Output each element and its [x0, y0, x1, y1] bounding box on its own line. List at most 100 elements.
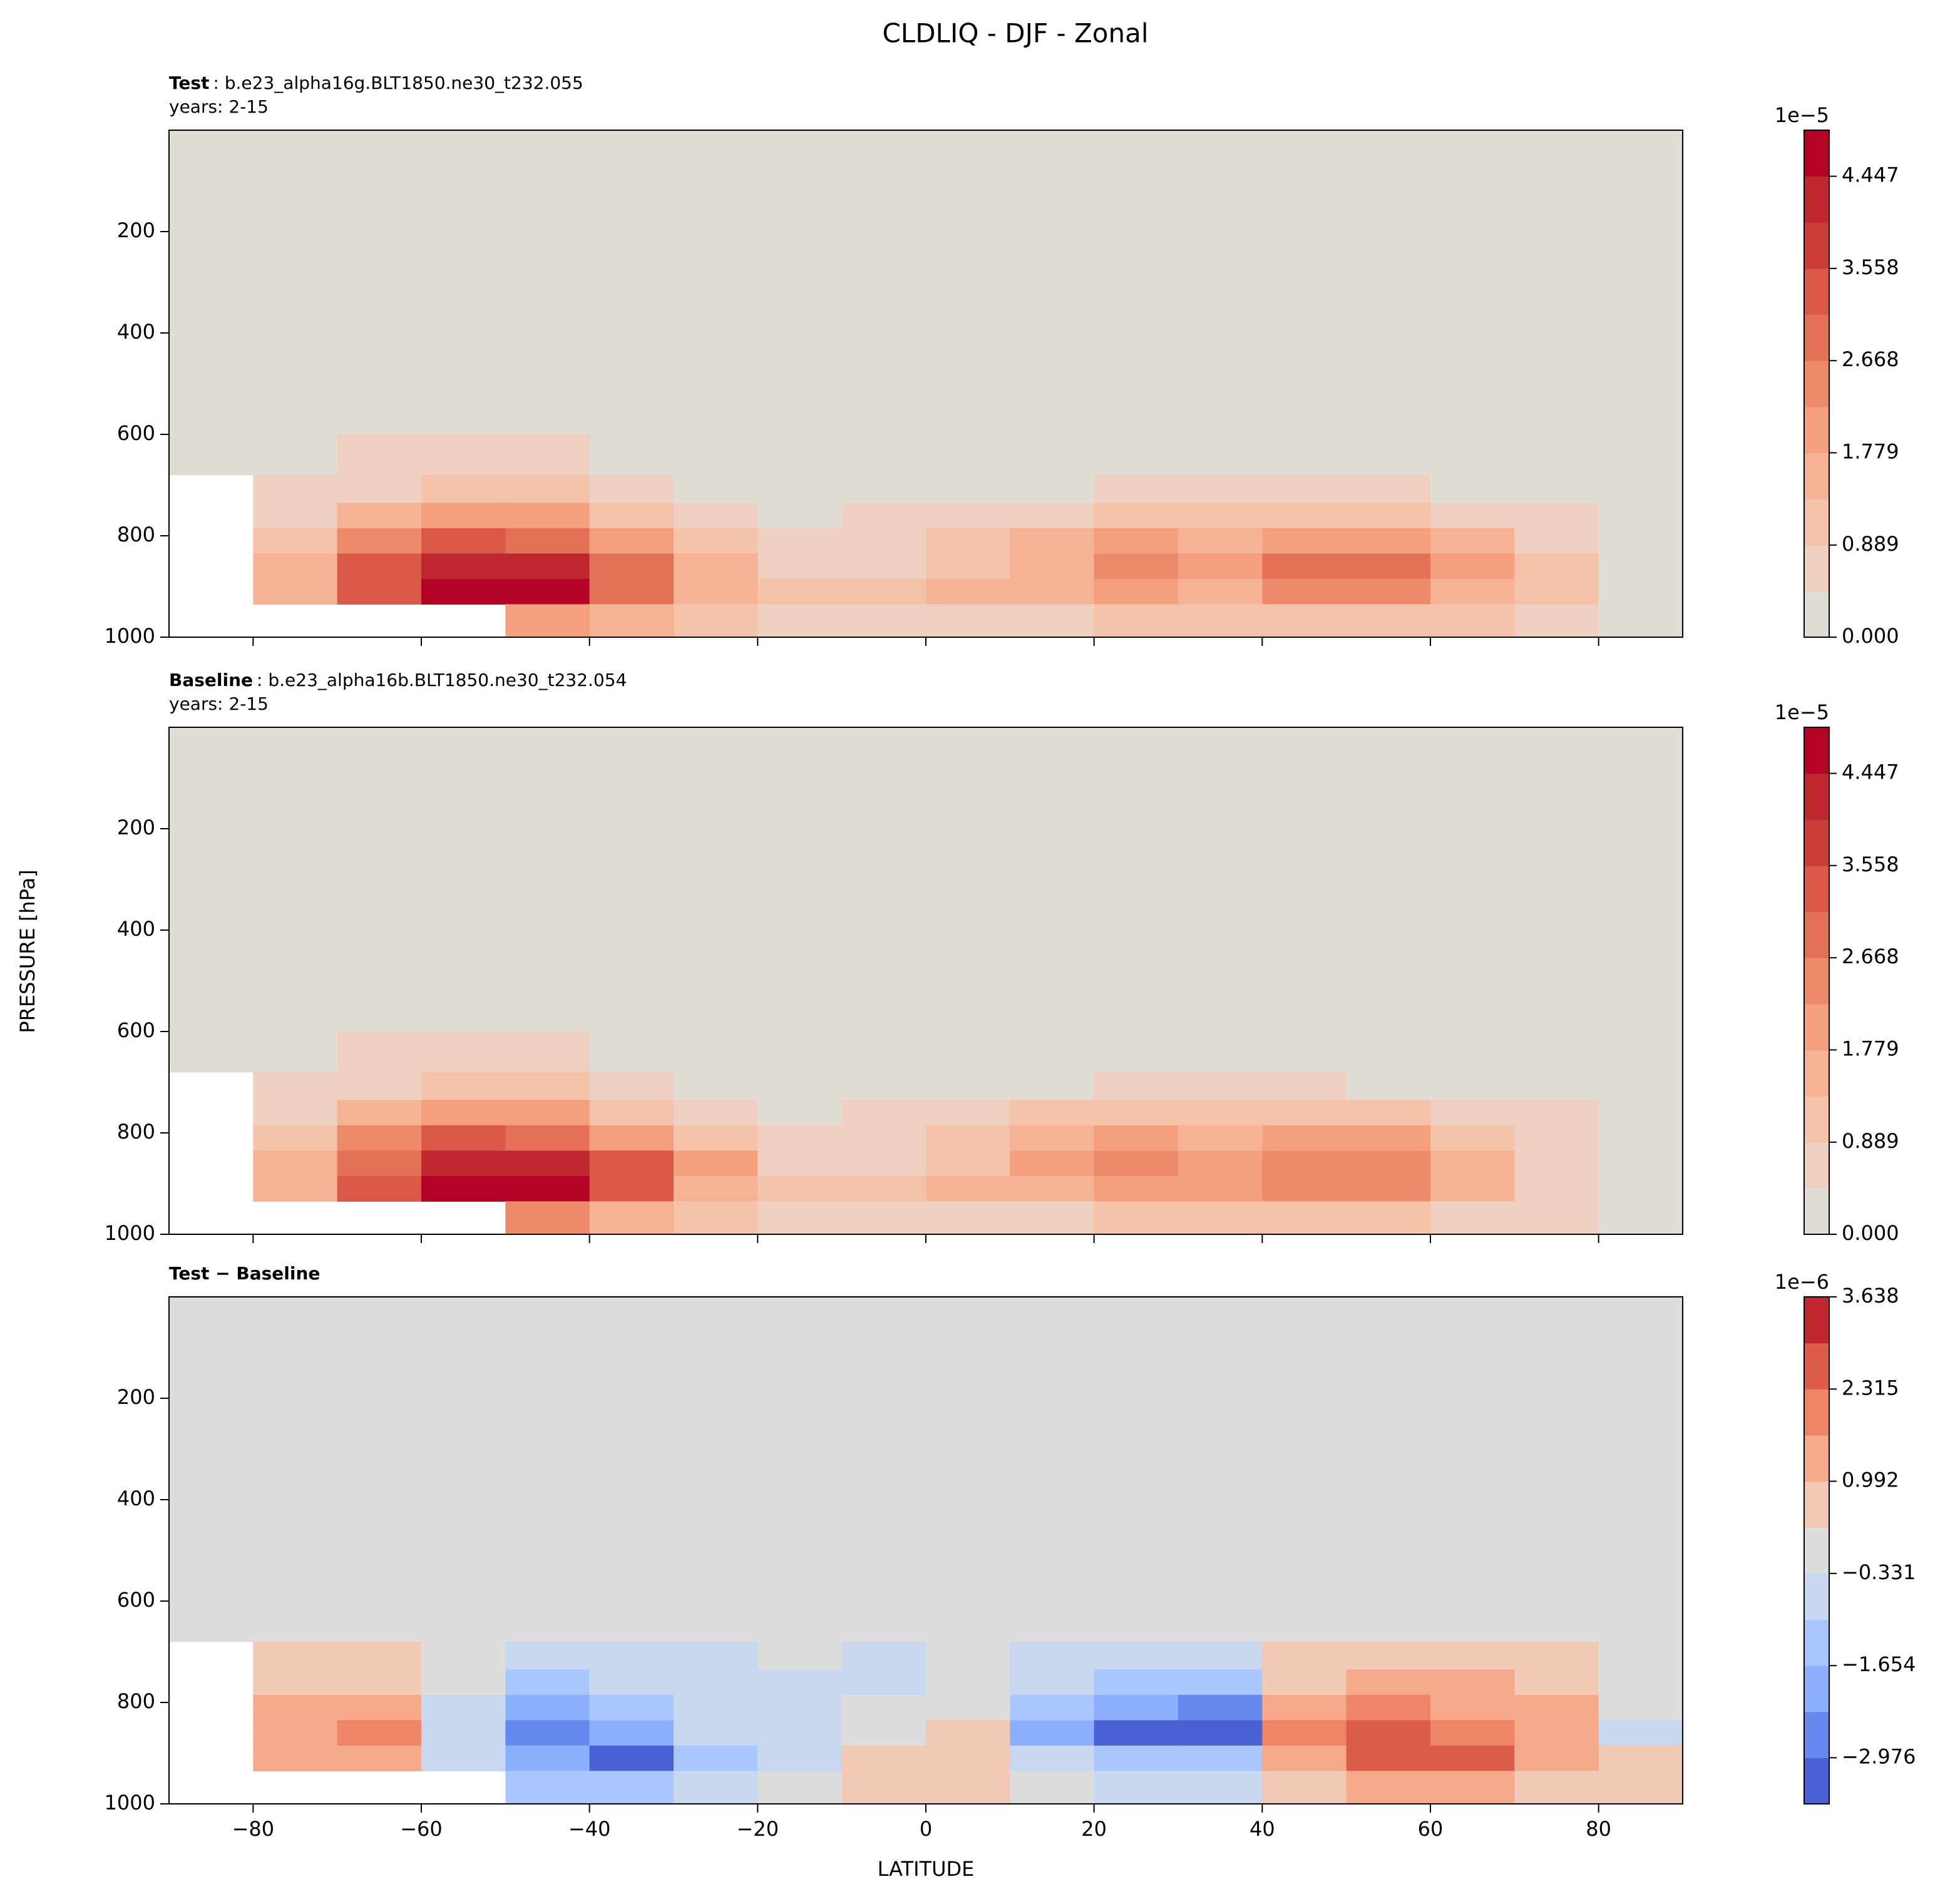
contour-cell	[1430, 528, 1515, 554]
contour-cell	[589, 1031, 674, 1073]
colorbar-segment	[1804, 1435, 1829, 1482]
contour-cell	[1262, 503, 1347, 529]
contour-cell	[674, 1641, 758, 1670]
contour-cell	[1346, 474, 1431, 503]
colorbar-segment	[1804, 1142, 1829, 1189]
contour-cell	[1430, 1771, 1515, 1804]
contour-cell	[1262, 1201, 1347, 1235]
contour-cell	[337, 130, 422, 334]
contour-cell	[1598, 130, 1683, 334]
contour-cell	[1430, 578, 1515, 605]
colorbar-segment	[1804, 1481, 1829, 1528]
contour-cell	[1178, 130, 1263, 334]
contour-cell	[1262, 528, 1347, 554]
contour-cell	[1598, 528, 1683, 554]
contour-cell	[757, 1500, 843, 1602]
contour-cell	[1262, 1125, 1347, 1151]
contour-cell	[1010, 930, 1095, 1032]
contour-cell	[926, 604, 1010, 638]
contour-cell	[757, 1125, 843, 1151]
colorbar-segment	[1804, 1527, 1829, 1574]
contour-cell	[757, 503, 843, 529]
contour-cell	[253, 333, 338, 435]
contour-cell	[1514, 1694, 1599, 1721]
contour-cell	[1178, 1720, 1263, 1746]
colorbar-offset: 1e−6	[1775, 1270, 1829, 1294]
y-tick-label: 1000	[105, 1221, 155, 1245]
colorbar-segment	[1804, 314, 1829, 361]
colorbar-segment	[1804, 865, 1829, 913]
contour-cell	[1262, 1720, 1347, 1746]
contour-cell	[841, 130, 926, 334]
contour-cell	[841, 1297, 926, 1500]
contour-cell	[589, 130, 674, 334]
contour-cell	[1346, 528, 1431, 554]
contour-cell	[674, 1100, 758, 1126]
contour-cell	[337, 1601, 422, 1642]
contour-cell	[674, 604, 758, 638]
contour-cell	[1598, 578, 1683, 605]
contour-cell	[337, 930, 422, 1032]
contour-cell	[674, 1150, 758, 1177]
colorbar-tick-label: 4.447	[1842, 760, 1899, 784]
contour-cell	[589, 1500, 674, 1602]
contour-cell	[1514, 503, 1599, 529]
contour-cell	[505, 727, 590, 931]
panel-subtitle: Baseline: b.e23_alpha16b.BLT1850.ne30_t2…	[169, 670, 627, 690]
x-tick-label: −20	[737, 1817, 779, 1841]
contour-cell	[926, 1150, 1010, 1177]
contour-cell	[1010, 1601, 1095, 1642]
contour-cell	[926, 1125, 1010, 1151]
contour-cell	[1514, 1100, 1599, 1126]
contour-cell	[841, 333, 926, 435]
contour-cell	[1094, 1500, 1179, 1602]
contour-cell	[1430, 1500, 1515, 1602]
contour-cell	[757, 1745, 843, 1771]
contour-cell	[421, 474, 506, 503]
contour-cell	[1178, 1072, 1263, 1100]
x-tick-label: 60	[1418, 1817, 1444, 1841]
contour-cell	[1430, 1720, 1515, 1746]
contour-cell	[1010, 434, 1095, 476]
contour-cell	[1514, 1201, 1599, 1235]
contour-cell	[169, 1601, 254, 1642]
contour-cell	[1178, 434, 1263, 476]
contour-cell	[674, 333, 758, 435]
contour-cell	[1430, 1297, 1515, 1500]
contour-cell	[1010, 1150, 1095, 1177]
colorbar-segment	[1804, 1711, 1829, 1758]
contour-cell	[757, 1641, 843, 1670]
colorbar-tick-label: 3.558	[1842, 255, 1899, 279]
contour-cell	[1010, 604, 1095, 638]
contour-cell	[1010, 1771, 1095, 1804]
contour-cell	[1178, 503, 1263, 529]
colorbar-segment	[1804, 176, 1829, 223]
contour-cell	[1514, 930, 1599, 1032]
contour-cell	[1430, 1072, 1515, 1100]
contour-cell	[1262, 1601, 1347, 1642]
contour-cell	[337, 553, 422, 580]
contour-cell	[421, 1694, 506, 1721]
contour-cell	[505, 1771, 590, 1804]
colorbar-segment	[1804, 591, 1829, 638]
contour-cell	[169, 727, 254, 931]
contour-cell	[1262, 1694, 1347, 1721]
contour-cell	[1346, 1641, 1431, 1670]
contour-cell	[1262, 1100, 1347, 1126]
contour-cell	[1598, 1720, 1683, 1746]
contour-cell	[253, 1720, 338, 1746]
colorbar-segment	[1804, 1297, 1829, 1344]
contour-cell	[589, 1641, 674, 1670]
contour-cell	[1262, 727, 1347, 931]
contour-cell	[674, 1175, 758, 1202]
contour-cell	[505, 578, 590, 605]
contour-cell	[1430, 130, 1515, 334]
contour-cell	[674, 553, 758, 580]
contour-cell	[1262, 578, 1347, 605]
colorbar-segment	[1804, 1188, 1829, 1235]
contour-cell	[1598, 1297, 1683, 1500]
y-tick-label: 800	[117, 523, 155, 546]
contour-cell	[841, 604, 926, 638]
contour-cell	[1178, 1669, 1263, 1696]
contour-cell	[421, 1125, 506, 1151]
